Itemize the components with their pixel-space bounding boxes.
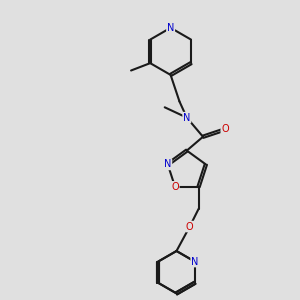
Text: O: O xyxy=(221,124,229,134)
Text: O: O xyxy=(186,222,194,232)
Text: N: N xyxy=(183,112,190,123)
Text: N: N xyxy=(164,159,172,170)
Text: N: N xyxy=(167,23,174,33)
Text: O: O xyxy=(171,182,179,192)
Text: N: N xyxy=(191,256,199,267)
